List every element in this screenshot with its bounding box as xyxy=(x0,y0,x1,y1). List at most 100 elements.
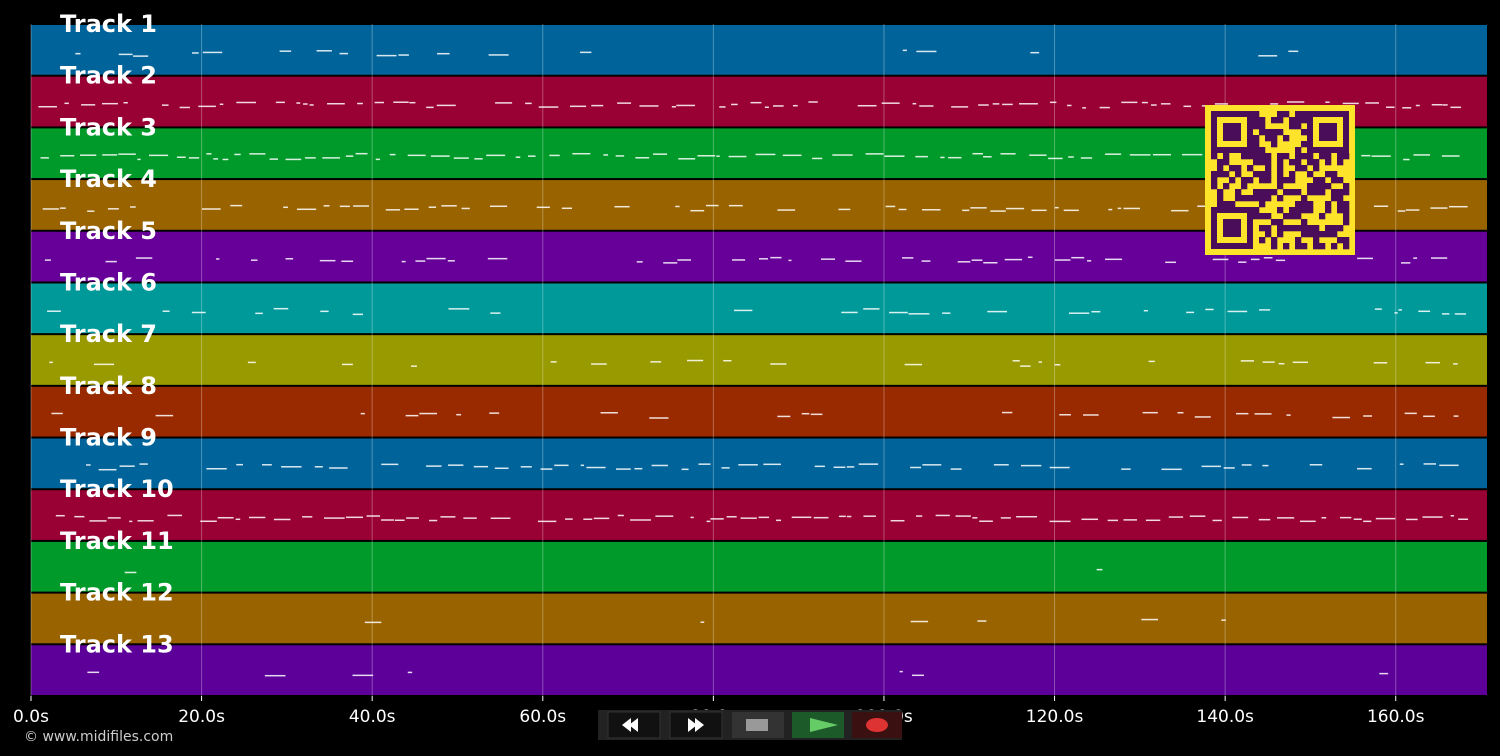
qr-cell xyxy=(1253,189,1260,196)
qr-cell xyxy=(1325,207,1332,214)
qr-cell xyxy=(1265,159,1272,166)
note xyxy=(320,310,329,313)
note xyxy=(323,205,330,207)
note xyxy=(676,104,695,107)
rewind-button[interactable] xyxy=(607,711,661,739)
note xyxy=(1332,416,1350,419)
note xyxy=(1425,361,1441,364)
note xyxy=(486,154,506,157)
note xyxy=(942,312,951,314)
note xyxy=(663,262,678,264)
note xyxy=(1171,209,1189,212)
qr-cell xyxy=(1229,177,1236,184)
qr-cell xyxy=(1265,171,1272,178)
note xyxy=(407,154,426,157)
note xyxy=(591,104,604,107)
note xyxy=(1299,520,1316,523)
note xyxy=(430,155,450,157)
note xyxy=(983,262,998,264)
note xyxy=(273,518,291,521)
note xyxy=(1186,311,1195,314)
qr-cell xyxy=(1337,201,1344,208)
x-tick-label: 140.0s xyxy=(1196,707,1254,727)
stop-button[interactable] xyxy=(732,712,784,738)
qr-cell xyxy=(1259,129,1266,136)
qr-cell xyxy=(1301,243,1308,250)
qr-cell xyxy=(1301,201,1308,208)
note xyxy=(983,156,992,158)
forward-button[interactable] xyxy=(669,711,723,739)
qr-cell xyxy=(1343,189,1350,196)
note xyxy=(899,670,903,673)
note xyxy=(1373,362,1388,364)
note xyxy=(339,205,350,208)
note xyxy=(1027,256,1033,259)
qr-finder xyxy=(1223,219,1241,237)
qr-cell xyxy=(1313,177,1320,184)
note xyxy=(1258,518,1271,521)
note xyxy=(80,154,97,156)
note xyxy=(1262,361,1275,363)
note xyxy=(1405,518,1418,521)
note xyxy=(650,361,662,363)
qr-cell xyxy=(1271,237,1278,244)
qr-cell xyxy=(1295,165,1302,172)
note xyxy=(554,464,569,467)
qr-cell xyxy=(1277,207,1284,214)
record-button[interactable] xyxy=(852,712,902,738)
qr-cell xyxy=(1265,177,1272,184)
note xyxy=(1221,619,1226,621)
note xyxy=(922,209,941,211)
note xyxy=(912,102,917,105)
note xyxy=(345,516,364,519)
note xyxy=(540,468,553,470)
note xyxy=(251,259,258,261)
qr-cell xyxy=(1253,153,1260,160)
note xyxy=(731,259,746,261)
qr-cell xyxy=(1259,189,1266,196)
qr-cell xyxy=(1271,219,1278,226)
qr-cell xyxy=(1307,225,1314,232)
note xyxy=(167,514,183,517)
note xyxy=(1004,258,1023,261)
note xyxy=(791,516,812,519)
play-button[interactable] xyxy=(792,712,844,738)
qr-cell xyxy=(1319,213,1326,220)
note xyxy=(697,155,716,157)
note xyxy=(376,54,397,57)
qr-cell xyxy=(1343,243,1350,250)
note xyxy=(1201,465,1221,468)
qr-cell xyxy=(1277,231,1284,238)
note xyxy=(93,363,115,366)
qr-cell xyxy=(1229,201,1236,208)
note xyxy=(972,152,983,155)
note xyxy=(731,103,738,106)
note xyxy=(1423,463,1437,465)
qr-cell xyxy=(1277,165,1284,172)
qr-cell xyxy=(1277,177,1284,184)
note xyxy=(1201,105,1206,107)
note xyxy=(235,518,241,521)
note xyxy=(1386,106,1395,109)
note xyxy=(1270,103,1279,105)
qr-cell xyxy=(1283,111,1290,118)
qr-cell xyxy=(1259,225,1266,232)
note xyxy=(1415,104,1420,107)
note xyxy=(1197,205,1209,207)
note xyxy=(1401,262,1411,264)
note xyxy=(38,105,57,108)
qr-cell xyxy=(1241,177,1248,184)
qr-cell xyxy=(1307,153,1314,160)
note xyxy=(216,258,220,260)
qr-cell xyxy=(1313,189,1320,196)
note xyxy=(262,464,272,466)
note xyxy=(202,208,221,210)
note xyxy=(87,210,95,212)
note xyxy=(520,466,532,468)
qr-cell xyxy=(1217,165,1224,172)
note xyxy=(884,155,905,157)
qr-cell xyxy=(1307,171,1314,178)
qr-cell xyxy=(1253,207,1260,214)
note xyxy=(651,464,668,467)
